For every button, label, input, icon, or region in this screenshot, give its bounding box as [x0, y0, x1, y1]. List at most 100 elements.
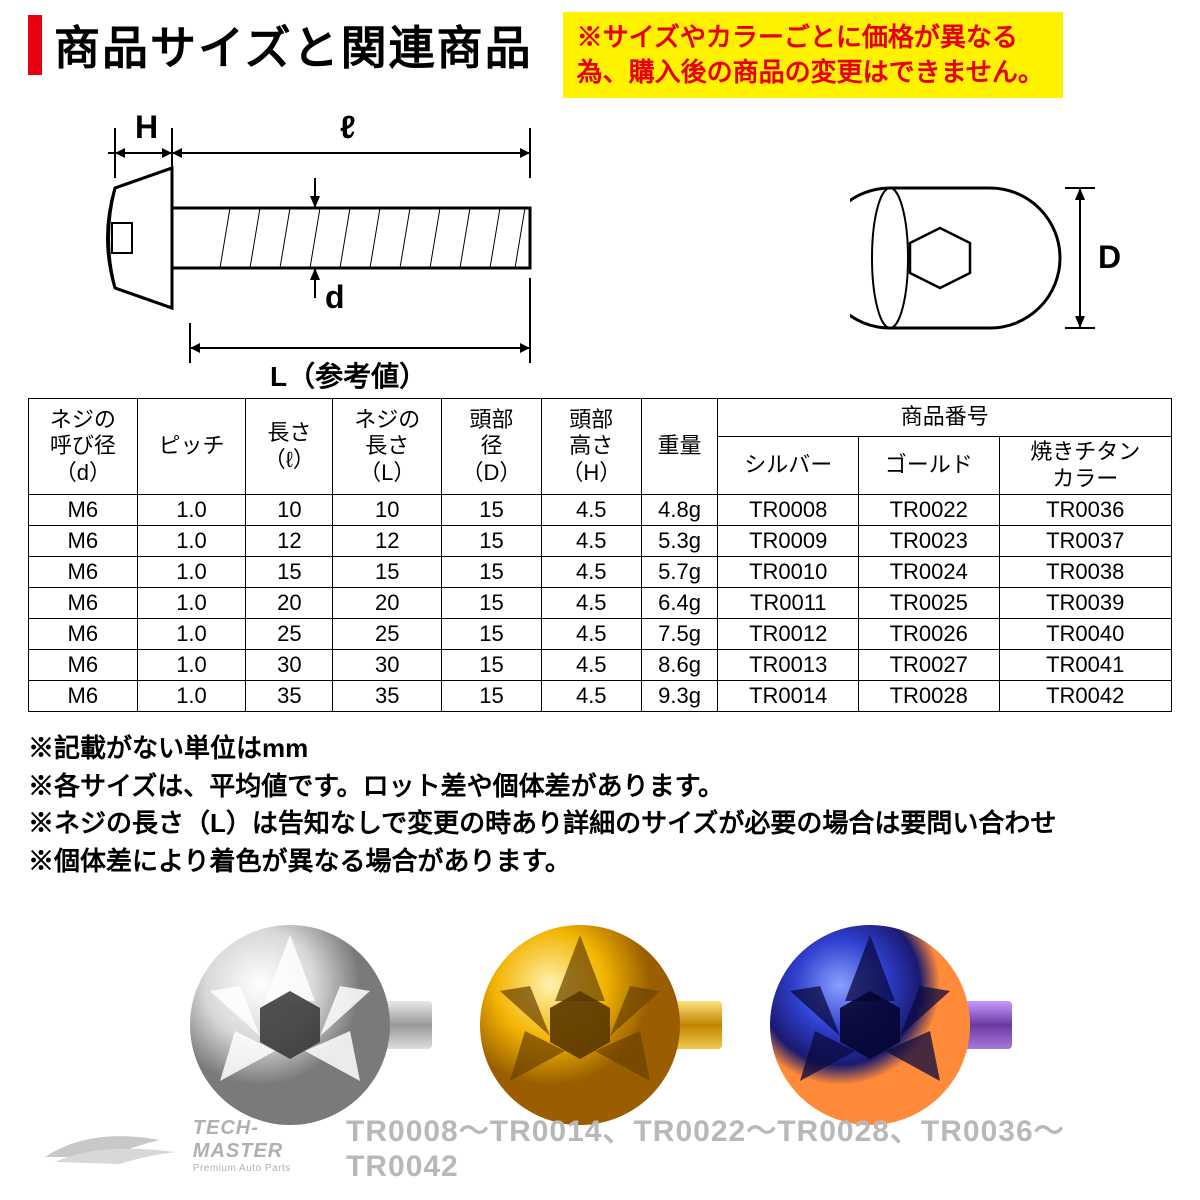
table-cell: TR0014: [718, 680, 859, 711]
table-cell: 15: [333, 556, 442, 587]
note-line: ※ネジの長さ（L）は告知なしで変更の時あり詳細のサイズが必要の場合は要問い合わせ: [28, 805, 1172, 843]
table-cell: 15: [442, 649, 542, 680]
table-cell: 10: [246, 494, 333, 525]
table-cell: TR0010: [718, 556, 859, 587]
table-cell: 1.0: [137, 680, 246, 711]
table-cell: 6.4g: [641, 587, 718, 618]
table-cell: 1.0: [137, 494, 246, 525]
note-line: ※個体差により着色が異なる場合があります。: [28, 843, 1172, 881]
dim-d: d: [325, 279, 345, 315]
note-line: ※記載がない単位はmm: [28, 730, 1172, 768]
table-cell: 4.5: [541, 649, 641, 680]
table-cell: M6: [29, 494, 138, 525]
notice-box: ※サイズやカラーごとに価格が異なる為、購入後の商品の変更はできません。: [563, 12, 1063, 98]
table-cell: 4.5: [541, 587, 641, 618]
dim-l: ℓ: [340, 109, 356, 145]
table-cell: TR0022: [858, 494, 999, 525]
table-cell: 4.5: [541, 494, 641, 525]
table-cell: TR0040: [999, 618, 1171, 649]
table-cell: 1.0: [137, 587, 246, 618]
table-cell: 15: [442, 618, 542, 649]
table-cell: 15: [246, 556, 333, 587]
table-cell: 25: [246, 618, 333, 649]
dim-L: L（参考値）: [270, 360, 427, 392]
table-row: M61.02020154.56.4gTR0011TR0025TR0039: [29, 587, 1172, 618]
table-cell: TR0023: [858, 525, 999, 556]
page-title-block: 商品サイズと関連商品: [28, 12, 533, 78]
table-cell: 4.5: [541, 618, 641, 649]
table-cell: 35: [333, 680, 442, 711]
spec-table: ネジの 呼び径 （d） ピッチ 長さ （ℓ） ネジの 長さ （L） 頭部 径 （…: [28, 398, 1172, 712]
table-cell: 15: [442, 587, 542, 618]
table-cell: TR0038: [999, 556, 1171, 587]
table-cell: 8.6g: [641, 649, 718, 680]
table-cell: 15: [442, 680, 542, 711]
table-cell: 5.7g: [641, 556, 718, 587]
table-cell: 20: [333, 587, 442, 618]
table-cell: 12: [333, 525, 442, 556]
page-title: 商品サイズと関連商品: [54, 12, 533, 78]
table-cell: 35: [246, 680, 333, 711]
table-cell: TR0025: [858, 587, 999, 618]
col-d: ネジの 呼び径 （d）: [29, 399, 138, 495]
table-cell: TR0024: [858, 556, 999, 587]
table-cell: M6: [29, 618, 138, 649]
table-row: M61.03030154.58.6gTR0013TR0027TR0041: [29, 649, 1172, 680]
table-cell: 9.3g: [641, 680, 718, 711]
table-cell: TR0009: [718, 525, 859, 556]
table-cell: M6: [29, 587, 138, 618]
diagram-area: H ℓ: [0, 108, 1200, 398]
table-cell: 7.5g: [641, 618, 718, 649]
table-cell: 4.5: [541, 680, 641, 711]
table-cell: 30: [333, 649, 442, 680]
table-cell: TR0036: [999, 494, 1171, 525]
table-cell: M6: [29, 680, 138, 711]
table-cell: 1.0: [137, 618, 246, 649]
col-weight: 重量: [641, 399, 718, 495]
table-cell: 20: [246, 587, 333, 618]
col-product-no: 商品番号: [718, 399, 1172, 437]
table-cell: TR0039: [999, 587, 1171, 618]
table-cell: 1.0: [137, 649, 246, 680]
footer: TECH-MASTER Premium Auto Parts TR0008～TR…: [0, 1106, 1200, 1184]
bolt-front-diagram: D: [850, 168, 1130, 348]
table-cell: TR0037: [999, 525, 1171, 556]
table-row: M61.03535154.59.3gTR0014TR0028TR0042: [29, 680, 1172, 711]
table-cell: 5.3g: [641, 525, 718, 556]
table-cell: 12: [246, 525, 333, 556]
col-head-h: 頭部 高さ （H）: [541, 399, 641, 495]
col-head-dia: 頭部 径 （D）: [442, 399, 542, 495]
table-cell: 1.0: [137, 525, 246, 556]
table-cell: 25: [333, 618, 442, 649]
footer-codes: TR0008～TR0014、TR0022～TR0028、TR0036～TR004…: [346, 1106, 1160, 1184]
col-silver: シルバー: [718, 437, 859, 495]
table-cell: 4.5: [541, 556, 641, 587]
table-cell: 30: [246, 649, 333, 680]
table-cell: 4.8g: [641, 494, 718, 525]
logo-brand: TECH-MASTER: [193, 1117, 346, 1163]
bolt-side-diagram: H ℓ: [60, 108, 620, 398]
col-titanium: 焼きチタン カラー: [999, 437, 1171, 495]
table-cell: 15: [442, 494, 542, 525]
table-cell: TR0013: [718, 649, 859, 680]
table-cell: 4.5: [541, 525, 641, 556]
table-cell: M6: [29, 556, 138, 587]
col-length: 長さ （ℓ）: [246, 399, 333, 495]
table-cell: 10: [333, 494, 442, 525]
col-gold: ゴールド: [858, 437, 999, 495]
logo-icon: [40, 1122, 187, 1168]
dim-h: H: [135, 109, 158, 145]
table-cell: 15: [442, 556, 542, 587]
brand-logo: TECH-MASTER Premium Auto Parts: [40, 1117, 346, 1174]
table-row: M61.01010154.54.8gTR0008TR0022TR0036: [29, 494, 1172, 525]
table-cell: TR0042: [999, 680, 1171, 711]
table-row: M61.01212154.55.3gTR0009TR0023TR0037: [29, 525, 1172, 556]
table-cell: TR0011: [718, 587, 859, 618]
table-cell: M6: [29, 649, 138, 680]
table-row: M61.02525154.57.5gTR0012TR0026TR0040: [29, 618, 1172, 649]
table-cell: TR0028: [858, 680, 999, 711]
table-cell: M6: [29, 525, 138, 556]
table-cell: 1.0: [137, 556, 246, 587]
dim-D: D: [1098, 239, 1121, 275]
note-line: ※各サイズは、平均値です。ロット差や個体差があります。: [28, 768, 1172, 806]
